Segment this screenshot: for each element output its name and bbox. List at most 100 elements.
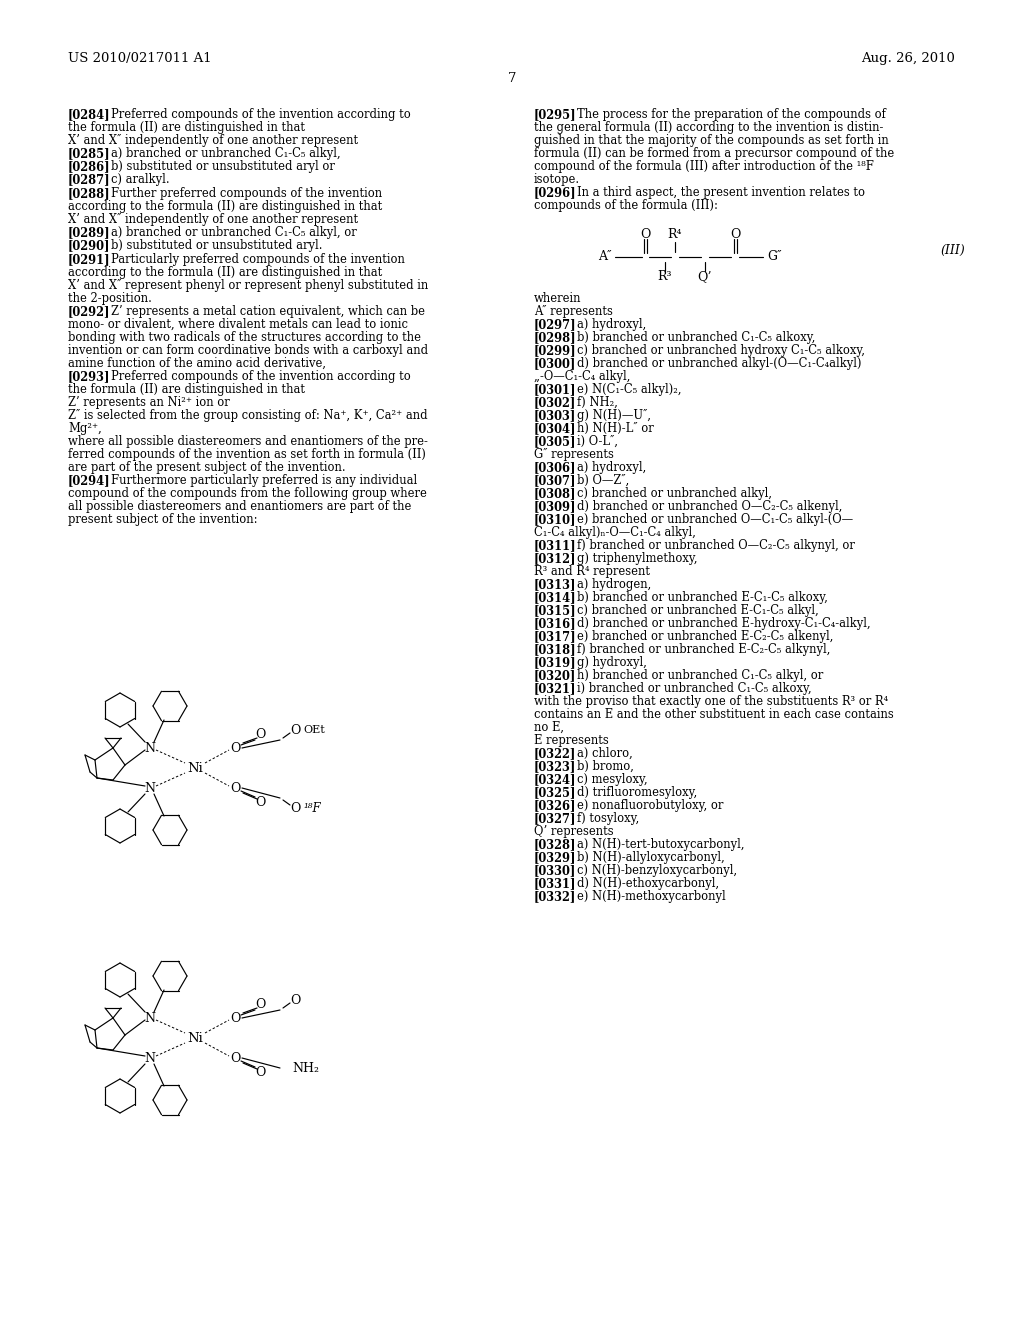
Text: no E,: no E, bbox=[534, 721, 564, 734]
Text: b) branched or unbranched E-C₁-C₅ alkoxy,: b) branched or unbranched E-C₁-C₅ alkoxy… bbox=[577, 591, 827, 605]
Text: wherein: wherein bbox=[534, 292, 582, 305]
Text: R³: R³ bbox=[657, 271, 672, 284]
Text: [0287]: [0287] bbox=[68, 173, 111, 186]
Text: O: O bbox=[290, 723, 300, 737]
Text: are part of the present subject of the invention.: are part of the present subject of the i… bbox=[68, 461, 346, 474]
Text: invention or can form coordinative bonds with a carboxyl and: invention or can form coordinative bonds… bbox=[68, 345, 428, 356]
Text: C₁-C₄ alkyl)ₙ-O—C₁-C₄ alkyl,: C₁-C₄ alkyl)ₙ-O—C₁-C₄ alkyl, bbox=[534, 525, 696, 539]
Text: g) N(H)—U″,: g) N(H)—U″, bbox=[577, 409, 651, 422]
Text: bonding with two radicals of the structures according to the: bonding with two radicals of the structu… bbox=[68, 331, 421, 345]
Text: Particularly preferred compounds of the invention: Particularly preferred compounds of the … bbox=[111, 253, 404, 267]
Text: R⁴: R⁴ bbox=[668, 228, 682, 242]
Text: h) branched or unbranched C₁-C₅ alkyl, or: h) branched or unbranched C₁-C₅ alkyl, o… bbox=[577, 669, 823, 682]
Text: according to the formula (II) are distinguished in that: according to the formula (II) are distin… bbox=[68, 201, 382, 213]
Text: a) N(H)-tert-butoxycarbonyl,: a) N(H)-tert-butoxycarbonyl, bbox=[577, 838, 744, 851]
Text: [0302]: [0302] bbox=[534, 396, 577, 409]
Text: Preferred compounds of the invention according to: Preferred compounds of the invention acc… bbox=[111, 370, 411, 383]
Text: a) hydroxyl,: a) hydroxyl, bbox=[577, 461, 646, 474]
Text: O: O bbox=[229, 1011, 241, 1024]
Text: where all possible diastereomers and enantiomers of the pre-: where all possible diastereomers and ena… bbox=[68, 436, 428, 447]
Text: O: O bbox=[255, 796, 265, 808]
Text: a) branched or unbranched C₁-C₅ alkyl,: a) branched or unbranched C₁-C₅ alkyl, bbox=[111, 147, 341, 160]
Text: guished in that the majority of the compounds as set forth in: guished in that the majority of the comp… bbox=[534, 135, 889, 147]
Text: Further preferred compounds of the invention: Further preferred compounds of the inven… bbox=[111, 187, 382, 201]
Text: O: O bbox=[229, 1052, 241, 1064]
Text: d) trifluoromesyloxy,: d) trifluoromesyloxy, bbox=[577, 785, 697, 799]
Text: e) branched or unbranched E-C₂-C₅ alkenyl,: e) branched or unbranched E-C₂-C₅ alkeny… bbox=[577, 630, 834, 643]
Text: [0326]: [0326] bbox=[534, 799, 577, 812]
Text: [0329]: [0329] bbox=[534, 851, 577, 865]
Text: d) branched or unbranched O—C₂-C₅ alkenyl,: d) branched or unbranched O—C₂-C₅ alkeny… bbox=[577, 500, 843, 513]
Text: In a third aspect, the present invention relates to: In a third aspect, the present invention… bbox=[577, 186, 865, 199]
Text: contains an E and the other substituent in each case contains: contains an E and the other substituent … bbox=[534, 708, 894, 721]
Text: [0313]: [0313] bbox=[534, 578, 577, 591]
Text: a) chloro,: a) chloro, bbox=[577, 747, 633, 760]
Text: b) substituted or unsubstituted aryl or: b) substituted or unsubstituted aryl or bbox=[111, 160, 335, 173]
Text: e) N(C₁-C₅ alkyl)₂,: e) N(C₁-C₅ alkyl)₂, bbox=[577, 383, 682, 396]
Text: f) NH₂,: f) NH₂, bbox=[577, 396, 617, 409]
Text: a) hydrogen,: a) hydrogen, bbox=[577, 578, 651, 591]
Text: d) branched or unbranched alkyl-(O—C₁-C₄alkyl): d) branched or unbranched alkyl-(O—C₁-C₄… bbox=[577, 356, 861, 370]
Text: [0299]: [0299] bbox=[534, 345, 577, 356]
Text: A″ represents: A″ represents bbox=[534, 305, 613, 318]
Text: i) branched or unbranched C₁-C₅ alkoxy,: i) branched or unbranched C₁-C₅ alkoxy, bbox=[577, 682, 812, 696]
Text: a) hydroxyl,: a) hydroxyl, bbox=[577, 318, 646, 331]
Text: O: O bbox=[229, 742, 241, 755]
Text: f) branched or unbranched E-C₂-C₅ alkynyl,: f) branched or unbranched E-C₂-C₅ alkyny… bbox=[577, 643, 830, 656]
Text: [0330]: [0330] bbox=[534, 865, 577, 876]
Text: Mg²⁺,: Mg²⁺, bbox=[68, 422, 101, 436]
Text: [0325]: [0325] bbox=[534, 785, 577, 799]
Text: ¹⁸F: ¹⁸F bbox=[303, 801, 321, 814]
Text: [0293]: [0293] bbox=[68, 370, 111, 383]
Text: [0323]: [0323] bbox=[534, 760, 577, 774]
Text: [0312]: [0312] bbox=[534, 552, 577, 565]
Text: with the proviso that exactly one of the substituents R³ or R⁴: with the proviso that exactly one of the… bbox=[534, 696, 888, 708]
Text: b) substituted or unsubstituted aryl.: b) substituted or unsubstituted aryl. bbox=[111, 239, 323, 252]
Text: N: N bbox=[144, 1052, 156, 1064]
Text: [0306]: [0306] bbox=[534, 461, 577, 474]
Text: The process for the preparation of the compounds of: The process for the preparation of the c… bbox=[577, 108, 886, 121]
Text: [0291]: [0291] bbox=[68, 253, 111, 267]
Text: present subject of the invention:: present subject of the invention: bbox=[68, 513, 257, 525]
Text: amine function of the amino acid derivative,: amine function of the amino acid derivat… bbox=[68, 356, 326, 370]
Text: ferred compounds of the invention as set forth in formula (II): ferred compounds of the invention as set… bbox=[68, 447, 426, 461]
Text: the formula (II) are distinguished in that: the formula (II) are distinguished in th… bbox=[68, 383, 305, 396]
Text: 7: 7 bbox=[508, 73, 516, 84]
Text: Preferred compounds of the invention according to: Preferred compounds of the invention acc… bbox=[111, 108, 411, 121]
Text: [0318]: [0318] bbox=[534, 643, 577, 656]
Text: [0315]: [0315] bbox=[534, 605, 577, 616]
Text: [0324]: [0324] bbox=[534, 774, 577, 785]
Text: isotope.: isotope. bbox=[534, 173, 581, 186]
Text: [0288]: [0288] bbox=[68, 187, 111, 201]
Text: [0290]: [0290] bbox=[68, 239, 111, 252]
Text: X’ and X″ independently of one another represent: X’ and X″ independently of one another r… bbox=[68, 135, 358, 147]
Text: O: O bbox=[290, 994, 300, 1006]
Text: [0321]: [0321] bbox=[534, 682, 577, 696]
Text: e) N(H)-methoxycarbonyl: e) N(H)-methoxycarbonyl bbox=[577, 890, 726, 903]
Text: [0308]: [0308] bbox=[534, 487, 577, 500]
Text: a) branched or unbranched C₁-C₅ alkyl, or: a) branched or unbranched C₁-C₅ alkyl, o… bbox=[111, 226, 356, 239]
Text: [0320]: [0320] bbox=[534, 669, 577, 682]
Text: [0327]: [0327] bbox=[534, 812, 577, 825]
Text: the formula (II) are distinguished in that: the formula (II) are distinguished in th… bbox=[68, 121, 305, 135]
Text: c) branched or unbranched E-C₁-C₅ alkyl,: c) branched or unbranched E-C₁-C₅ alkyl, bbox=[577, 605, 819, 616]
Text: g) triphenylmethoxy,: g) triphenylmethoxy, bbox=[577, 552, 697, 565]
Text: O: O bbox=[290, 801, 300, 814]
Text: [0331]: [0331] bbox=[534, 876, 577, 890]
Text: d) branched or unbranched E-hydroxy-C₁-C₄-alkyl,: d) branched or unbranched E-hydroxy-C₁-C… bbox=[577, 616, 870, 630]
Text: [0309]: [0309] bbox=[534, 500, 577, 513]
Text: c) N(H)-benzyloxycarbonyl,: c) N(H)-benzyloxycarbonyl, bbox=[577, 865, 737, 876]
Text: [0328]: [0328] bbox=[534, 838, 577, 851]
Text: [0310]: [0310] bbox=[534, 513, 577, 525]
Text: X’ and X″ independently of one another represent: X’ and X″ independently of one another r… bbox=[68, 213, 358, 226]
Text: (III): (III) bbox=[940, 243, 965, 256]
Text: NH₂: NH₂ bbox=[292, 1061, 319, 1074]
Text: compound of the compounds from the following group where: compound of the compounds from the follo… bbox=[68, 487, 427, 500]
Text: [0303]: [0303] bbox=[534, 409, 577, 422]
Text: [0305]: [0305] bbox=[534, 436, 577, 447]
Text: f) branched or unbranched O—C₂-C₅ alkynyl, or: f) branched or unbranched O—C₂-C₅ alkyny… bbox=[577, 539, 855, 552]
Text: O: O bbox=[255, 729, 265, 742]
Text: i) O-L″,: i) O-L″, bbox=[577, 436, 618, 447]
Text: N: N bbox=[144, 1011, 156, 1024]
Text: [0289]: [0289] bbox=[68, 226, 111, 239]
